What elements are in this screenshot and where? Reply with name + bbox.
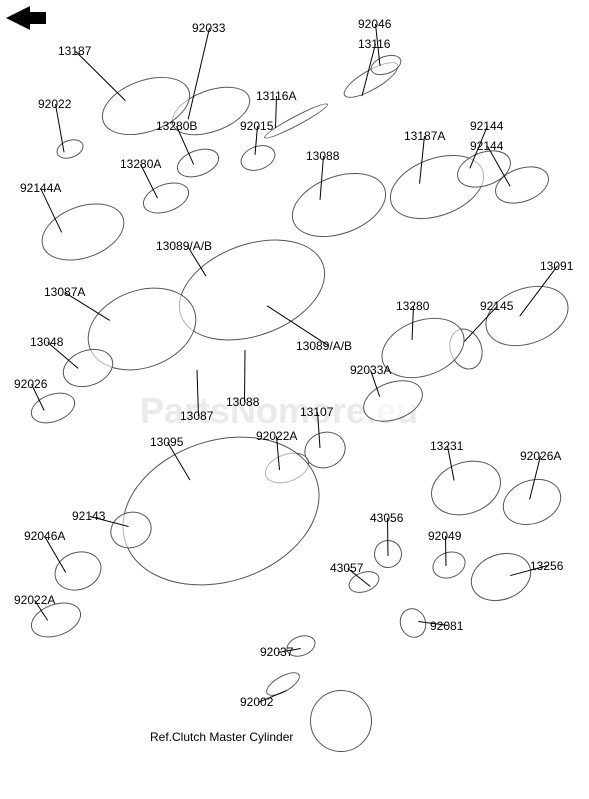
part-slave-cylinder-13256 <box>464 545 538 609</box>
part-label-92026: 92026 <box>14 378 47 390</box>
part-label-92022A: 92022A <box>256 430 297 442</box>
part-label-13116: 13116 <box>358 38 390 50</box>
part-label-13256: 13256 <box>530 560 563 572</box>
part-label-13087A: 13087A <box>44 286 85 298</box>
part-label-92049: 92049 <box>428 530 461 542</box>
part-label-13107: 13107 <box>300 406 333 418</box>
part-label-92143: 92143 <box>72 510 105 522</box>
part-ring-13280A <box>139 177 194 220</box>
part-label-13095: 13095 <box>150 436 183 448</box>
part-label-92144: 92144 <box>470 140 503 152</box>
part-label-13280B: 13280B <box>156 120 197 132</box>
part-label-92037: 92037 <box>260 646 293 658</box>
part-label-13088: 13088 <box>306 150 339 162</box>
part-label-13088: 13088 <box>226 396 259 408</box>
part-spring-plate-13091 <box>477 275 577 357</box>
part-label-13089/A/B: 13089/A/B <box>156 240 212 252</box>
part-snapring-92033A <box>357 373 428 430</box>
part-label-92022: 92022 <box>38 98 71 110</box>
part-label-92046: 92046 <box>358 18 391 30</box>
part-label-92033: 92033 <box>192 22 225 34</box>
part-label-92046A: 92046A <box>24 530 65 542</box>
part-label-92144: 92144 <box>470 120 503 132</box>
part-label-92144A: 92144A <box>20 182 61 194</box>
part-label-13048: 13048 <box>30 336 63 348</box>
part-label-92033A: 92033A <box>350 364 391 376</box>
part-label-92015: 92015 <box>240 120 273 132</box>
part-cover-13231 <box>423 451 508 524</box>
part-label-13116A: 13116A <box>256 90 296 102</box>
part-cover-plate-13187 <box>94 66 198 146</box>
part-label-13187: 13187 <box>58 45 91 57</box>
part-washer-92022 <box>54 136 86 162</box>
part-label-92081: 92081 <box>430 620 463 632</box>
part-master-ref <box>310 690 372 752</box>
diagram-canvas: PartsNomore.eu 9203313187920221311692046… <box>0 0 589 799</box>
part-friction-plate-13088 <box>283 161 395 249</box>
part-label-13091: 13091 <box>540 260 573 272</box>
part-bearing-92046A <box>49 545 107 597</box>
part-label-43056: 43056 <box>370 512 403 524</box>
part-label-13280: 13280 <box>396 300 429 312</box>
part-gasket-92026A <box>496 471 567 533</box>
part-label-92002: 92002 <box>240 696 273 708</box>
part-label-92145: 92145 <box>480 300 513 312</box>
part-seal-92049 <box>429 547 470 583</box>
part-label-43057: 43057 <box>330 562 363 574</box>
part-label-13087: 13087 <box>180 410 213 422</box>
part-label-13187A: 13187A <box>404 130 445 142</box>
part-label-13280A: 13280A <box>120 158 161 170</box>
part-label-13089/A/B: 13089/A/B <box>296 340 352 352</box>
part-label-92022A: 92022A <box>14 594 55 606</box>
page-arrow-icon <box>6 6 46 30</box>
part-nut-92015 <box>237 141 279 176</box>
reference-note: Ref.Clutch Master Cylinder <box>150 730 293 744</box>
part-ring-13280B <box>173 143 223 182</box>
part-label-13231: 13231 <box>430 440 463 452</box>
leader-13187 <box>75 51 125 101</box>
part-label-92026A: 92026A <box>520 450 561 462</box>
